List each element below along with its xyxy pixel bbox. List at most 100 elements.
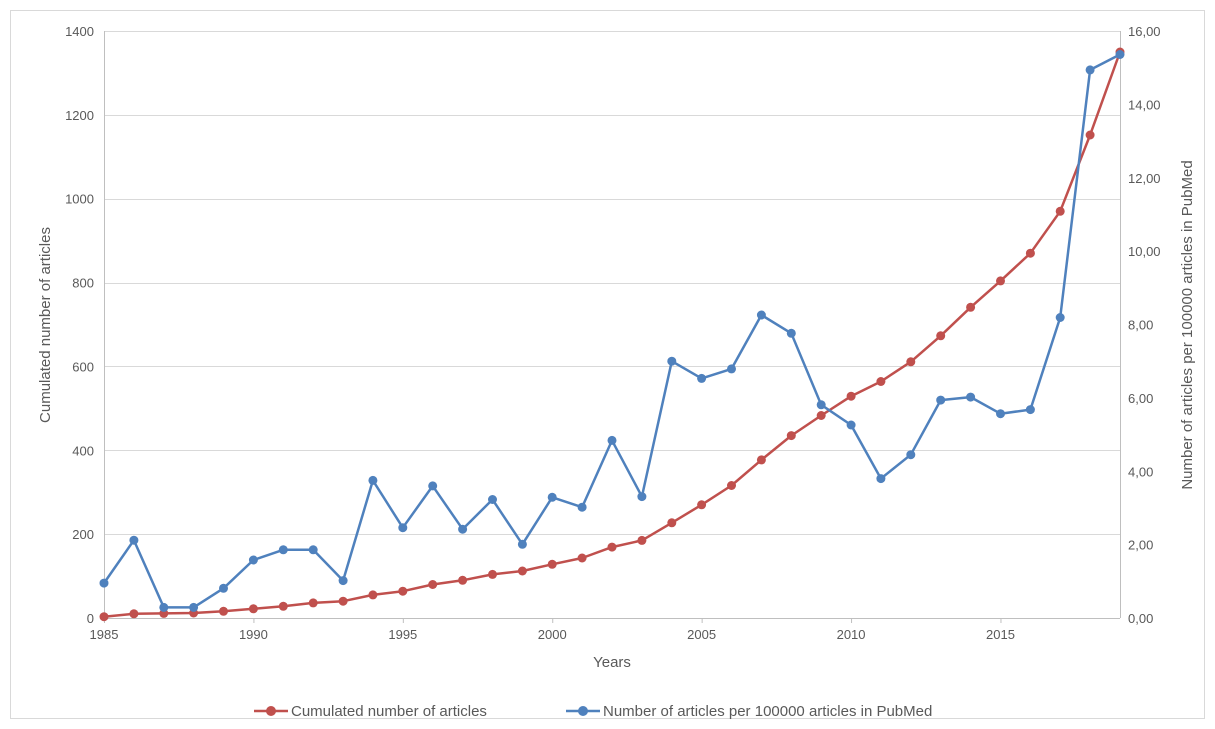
data-point (1055, 313, 1065, 322)
data-point (547, 559, 557, 569)
data-point (906, 450, 916, 460)
y-tick-label: 1400 (65, 24, 94, 39)
data-point (1055, 206, 1065, 216)
data-point (756, 310, 766, 320)
y-tick-label: 400 (72, 443, 94, 458)
y2-tick-label: 4,00 (1128, 464, 1153, 479)
data-point (129, 535, 139, 545)
y2-tick-label: 14,00 (1128, 97, 1161, 112)
data-point (906, 357, 916, 367)
data-point (727, 364, 736, 374)
data-point (846, 420, 856, 430)
y2-tick-label: 6,00 (1128, 391, 1153, 406)
axes: 0 200 400 600 800 1000 1200 1400 0,00 2,00 4,00 6,0… (65, 24, 1160, 642)
data-point (398, 523, 408, 533)
data-point (966, 392, 976, 402)
y2-tick-label: 16,00 (1128, 24, 1161, 39)
data-point (607, 435, 617, 445)
data-point (756, 455, 766, 465)
y-tick-label: 1000 (65, 192, 94, 207)
legend-label-cumulated: Cumulated number of articles (291, 703, 487, 720)
legend-item-per-100000: Number of articles per 100000 articles i… (566, 703, 932, 720)
data-point (727, 481, 736, 490)
y2-axis-title: Number of articles per 100000 articles i… (1179, 160, 1196, 489)
x-tick-label: 2000 (538, 627, 567, 642)
data-point (278, 601, 288, 611)
x-tick-label: 1995 (388, 627, 417, 642)
data-point (99, 612, 109, 622)
data-point (517, 539, 527, 549)
x-tick-label: 1990 (239, 627, 268, 642)
y2-tick-label: 10,00 (1128, 244, 1161, 259)
data-point (219, 606, 228, 616)
data-point (667, 518, 677, 528)
data-point (428, 580, 438, 589)
data-point (607, 542, 617, 552)
data-point (338, 596, 348, 606)
data-point (129, 609, 139, 619)
y-axis-title: Cumulated number of articles (37, 227, 54, 423)
y-tick-label: 600 (72, 359, 94, 374)
data-point (996, 276, 1005, 286)
x-tick-label: 2010 (837, 627, 866, 642)
data-point (488, 569, 497, 579)
legend-marker-per-100000 (578, 706, 588, 716)
y2-tick-label: 2,00 (1128, 538, 1153, 553)
data-point (458, 575, 468, 585)
data-point (458, 524, 468, 534)
data-point (816, 400, 826, 410)
x-tick-label: 1985 (90, 627, 119, 642)
data-point (936, 331, 946, 341)
data-point (368, 590, 378, 600)
data-point (189, 602, 199, 612)
series (99, 47, 1125, 622)
x-tick-label: 2005 (687, 627, 716, 642)
data-point (547, 492, 557, 502)
y2-tick-label: 8,00 (1128, 318, 1153, 333)
data-point (1025, 248, 1035, 258)
data-point (308, 545, 318, 555)
data-point (637, 492, 647, 502)
data-point (697, 500, 707, 510)
data-point (637, 535, 647, 545)
y-tick-label: 200 (72, 527, 94, 542)
data-point (368, 475, 378, 485)
y2-tick-label: 0,00 (1128, 611, 1153, 626)
data-point (996, 409, 1005, 419)
y2-tick-label: 12,00 (1128, 171, 1161, 186)
data-point (248, 604, 258, 614)
legend-item-cumulated: Cumulated number of articles (254, 703, 487, 720)
x-axis-title: Years (593, 654, 631, 671)
data-point (786, 431, 796, 441)
data-point (936, 395, 946, 405)
data-point (278, 545, 288, 555)
data-point (876, 377, 886, 386)
series-per-100000 (99, 50, 1125, 612)
data-point (398, 586, 408, 596)
data-point (159, 602, 169, 612)
gridlines (104, 31, 1120, 535)
data-point (816, 411, 826, 420)
data-point (338, 576, 348, 586)
data-point (1025, 405, 1035, 415)
chart-frame (10, 10, 1205, 719)
data-point (488, 495, 497, 504)
data-point (846, 391, 856, 401)
data-point (1115, 50, 1125, 59)
data-point (786, 328, 796, 338)
data-point (876, 474, 886, 484)
data-point (517, 566, 527, 576)
data-point (219, 583, 228, 593)
x-tick-label: 2015 (986, 627, 1015, 642)
data-point (99, 578, 109, 588)
legend-marker-cumulated (266, 706, 276, 716)
data-point (428, 481, 438, 491)
y-tick-label: 0 (87, 611, 94, 626)
y-tick-label: 800 (72, 276, 94, 291)
y-tick-label: 1200 (65, 108, 94, 123)
legend-label-per-100000: Number of articles per 100000 articles i… (603, 703, 932, 720)
data-point (248, 555, 258, 565)
legend: Cumulated number of articles Number of a… (254, 703, 932, 720)
